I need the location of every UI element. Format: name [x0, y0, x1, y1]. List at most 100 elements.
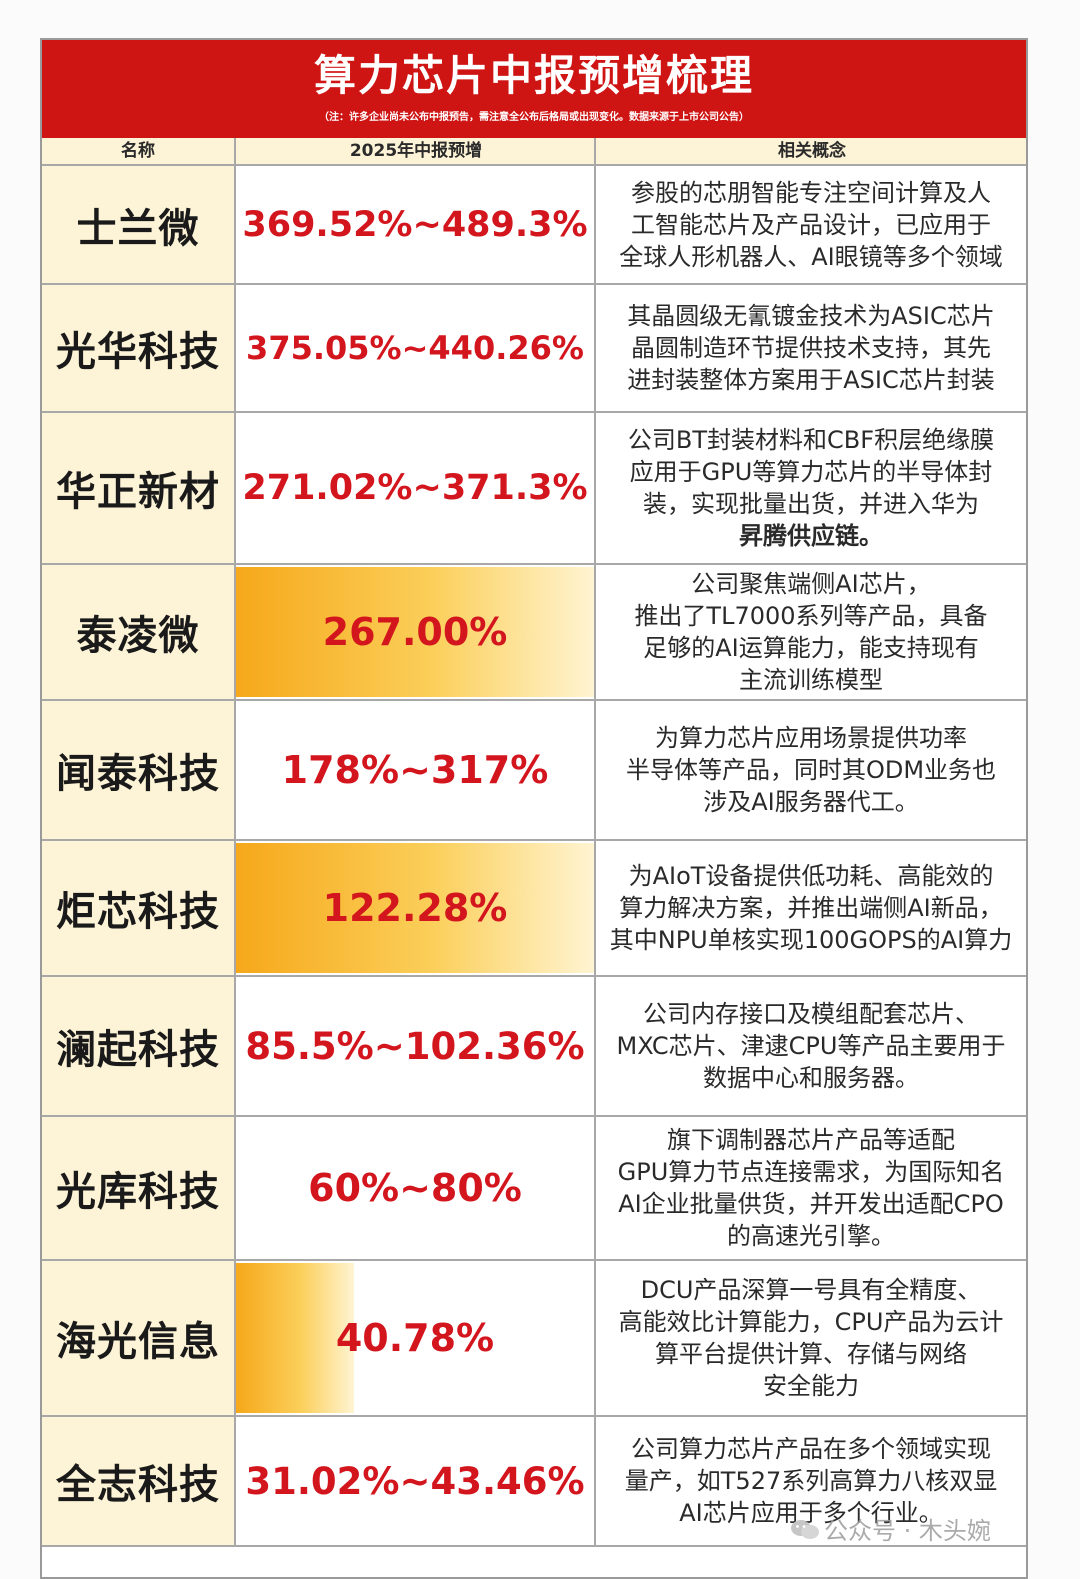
concept-cell: 为AIoT设备提供低功耗、高能效的 算力解决方案，并推出端侧AI新品， 其中NPU单… — [594, 841, 1026, 975]
growth-value: 60%~80% — [308, 1166, 522, 1210]
growth-bar — [236, 567, 594, 697]
growth-value: 271.02%~371.3% — [242, 468, 588, 508]
growth-bar — [236, 1263, 355, 1413]
company-name: 泰凌微 — [42, 565, 234, 699]
concept-line: 昇腾供应链。 — [739, 522, 883, 550]
concept-line: AI芯片应用于多个行业。 — [679, 1499, 943, 1527]
company-name: 全志科技 — [42, 1417, 234, 1545]
company-name: 海光信息 — [42, 1261, 234, 1415]
table-row: 闻泰科技 178%~317% 为算力芯片应用场景提供功率半导体等产品，同时其ODM业… — [42, 701, 1026, 841]
table-header: 名称 2025年中报预增 相关概念 — [42, 138, 1026, 166]
concept-cell: 公司内存接口及模组配套芯片、 MXC芯片、津逮CPU等产品主要用于 数据中心和服务器… — [594, 977, 1026, 1115]
concept-line: 为AIoT设备提供低功耗、高能效的 — [628, 862, 994, 890]
concept-line: 算力解决方案，并推出端侧AI新品， — [619, 894, 1003, 922]
summary-table: 算力芯片中报预增梳理 （注：许多企业尚未公布中报预告，需注意全公布后格局或出现变… — [40, 38, 1028, 1579]
concept-cell: 为算力芯片应用场景提供功率半导体等产品，同时其ODM业务也 涉及AI服务器代工。 — [594, 701, 1026, 839]
table-row: 光华科技 375.05%~440.26% 其晶圆级无氰镀金技术为ASIC芯片 晶圆制造… — [42, 285, 1026, 413]
growth-value-cell: 122.28% — [234, 841, 594, 975]
concept-line: 公司算力芯片产品在多个领域实现 — [631, 1435, 991, 1463]
source-note: （注：许多企业尚未公布中报预告，需注意全公布后格局或出现变化。数据来源于上市公司… — [319, 112, 749, 123]
concept-line: 晶圆制造环节提供技术支持，其先 — [631, 334, 991, 362]
growth-value-cell: 267.00% — [234, 565, 594, 699]
disclaimer: 根据网络公开资料整理而成，只做行业科普，不对任何人构成投资建议。 — [42, 1544, 1026, 1577]
company-name: 士兰微 — [42, 166, 234, 283]
header-value: 2025年中报预增 — [234, 138, 596, 164]
concept-line: 量产，如T527系列高算力八核双显 — [624, 1467, 998, 1495]
concept-cell: 公司BT封装材料和CBF积层绝缘膜 应用于GPU等算力芯片的半导体封 装，实现批量出… — [594, 413, 1026, 563]
table-row: 华正新材 271.02%~371.3% 公司BT封装材料和CBF积层绝缘膜 应用于GP… — [42, 413, 1026, 565]
table-row: 海光信息 40.78% DCU产品深算一号具有全精度、 高能效比计算能力，CPU产品为… — [42, 1261, 1026, 1417]
concept-cell: 参股的芯朋智能专注空间计算及人 工智能芯片及产品设计，已应用于 全球人形机器人、AI… — [594, 166, 1026, 283]
growth-value: 375.05%~440.26% — [246, 329, 584, 367]
company-name: 闻泰科技 — [42, 701, 234, 839]
table-row: 光库科技 60%~80% 旗下调制器芯片产品等适配 GPU算力节点连接需求，为国际知名… — [42, 1117, 1026, 1261]
concept-line: 为算力芯片应用场景提供功率 — [655, 724, 967, 752]
growth-value: 369.52%~489.3% — [242, 204, 588, 245]
growth-value-cell: 271.02%~371.3% — [234, 413, 594, 563]
growth-value: 122.28% — [322, 886, 508, 930]
company-name: 炬芯科技 — [42, 841, 234, 975]
growth-value-cell: 85.5%~102.36% — [234, 977, 594, 1115]
concept-line: MXC芯片、津逮CPU等产品主要用于 — [616, 1032, 1006, 1060]
concept-line: 装，实现批量出货，并进入华为 — [643, 490, 979, 518]
concept-line: DCU产品深算一号具有全精度、 — [640, 1276, 982, 1304]
growth-value: 267.00% — [322, 610, 508, 654]
wechat-icon — [791, 1520, 819, 1539]
concept-line: 推出了TL7000系列等产品，具备 — [634, 602, 988, 630]
concept-line: 应用于GPU等算力芯片的半导体封 — [629, 458, 993, 486]
concept-line: 算平台提供计算、存储与网络 — [655, 1340, 967, 1368]
header-name: 名称 — [121, 141, 155, 161]
growth-value-cell: 40.78% — [234, 1261, 594, 1415]
header-concept: 相关概念 — [594, 138, 1026, 164]
concept-line: 全球人形机器人、AI眼镜等多个领域 — [619, 242, 1003, 271]
concept-line: 公司聚焦端侧AI芯片， — [691, 570, 931, 598]
watermark: 公众号 · 木头婉 — [790, 1511, 991, 1546]
concept-line: AI企业批量供货，并开发出适配CPO — [618, 1190, 1004, 1218]
concept-cell: 其晶圆级无氰镀金技术为ASIC芯片 晶圆制造环节提供技术支持，其先 进封装整体方案用… — [594, 285, 1026, 411]
title-banner: 算力芯片中报预增梳理 （注：许多企业尚未公布中报预告，需注意全公布后格局或出现变… — [42, 40, 1026, 138]
concept-line: 数据中心和服务器。 — [703, 1064, 919, 1092]
concept-line: GPU算力节点连接需求，为国际知名 — [617, 1158, 1005, 1186]
table-row: 士兰微 369.52%~489.3% 参股的芯朋智能专注空间计算及人 工智能芯片及产品… — [42, 166, 1026, 285]
growth-value: 178%~317% — [281, 748, 549, 792]
concept-line: 主流训练模型 — [739, 666, 883, 694]
growth-value-cell: 369.52%~489.3% — [234, 166, 594, 283]
table-row: 全志科技 31.02%~43.46% 公司算力芯片产品在多个领域实现 量产，如T527… — [42, 1417, 1026, 1547]
growth-value-cell: 60%~80% — [234, 1117, 594, 1259]
growth-value-cell: 178%~317% — [234, 701, 594, 839]
growth-value: 85.5%~102.36% — [245, 1024, 585, 1068]
growth-value: 31.02%~43.46% — [245, 1459, 585, 1503]
concept-cell: 公司算力芯片产品在多个领域实现 量产，如T527系列高算力八核双显 AI芯片应用于多… — [594, 1417, 1026, 1545]
concept-line: 其晶圆级无氰镀金技术为ASIC芯片 — [627, 302, 995, 330]
concept-line: 工智能芯片及产品设计，已应用于 — [631, 210, 991, 239]
concept-line: 其中NPU单核实现100GOPS的AI算力 — [609, 926, 1013, 954]
table-body: 士兰微 369.52%~489.3% 参股的芯朋智能专注空间计算及人 工智能芯片及产品… — [42, 166, 1026, 1547]
concept-line: 旗下调制器芯片产品等适配 — [667, 1126, 955, 1154]
concept-line: 安全能力 — [763, 1372, 859, 1400]
table-row: 澜起科技 85.5%~102.36% 公司内存接口及模组配套芯片、 MXC芯片、津逮C… — [42, 977, 1026, 1117]
company-name: 澜起科技 — [42, 977, 234, 1115]
concept-line: 的高速光引擎。 — [727, 1222, 895, 1250]
concept-line: 公司BT封装材料和CBF积层绝缘膜 — [627, 426, 995, 454]
company-name: 光库科技 — [42, 1117, 234, 1259]
concept-line: 参股的芯朋智能专注空间计算及人 — [631, 178, 991, 207]
table-row: 泰凌微 267.00% 公司聚焦端侧AI芯片， 推出了TL7000系列等产品，具备 足够… — [42, 565, 1026, 701]
growth-value-cell: 31.02%~43.46% — [234, 1417, 594, 1545]
page-title: 算力芯片中报预增梳理 — [313, 51, 754, 100]
growth-bar — [236, 843, 594, 973]
concept-line: 半导体等产品，同时其ODM业务也 — [625, 756, 997, 784]
concept-cell: 旗下调制器芯片产品等适配 GPU算力节点连接需求，为国际知名 AI企业批量供货，并开… — [594, 1117, 1026, 1259]
company-name: 华正新材 — [42, 413, 234, 563]
company-name: 光华科技 — [42, 285, 234, 411]
concept-line: 进封装整体方案用于ASIC芯片封装 — [627, 366, 995, 394]
concept-line: 涉及AI服务器代工。 — [703, 788, 919, 816]
growth-value-cell: 375.05%~440.26% — [234, 285, 594, 411]
concept-line: 足够的AI运算能力，能支持现有 — [643, 634, 979, 662]
concept-line: 高能效比计算能力，CPU产品为云计 — [618, 1308, 1004, 1336]
watermark-text: 公众号 · 木头婉 — [824, 1517, 991, 1545]
table-row: 炬芯科技 122.28% 为AIoT设备提供低功耗、高能效的 算力解决方案，并推出端侧… — [42, 841, 1026, 977]
concept-cell: DCU产品深算一号具有全精度、 高能效比计算能力，CPU产品为云计 算平台提供计算、… — [594, 1261, 1026, 1415]
growth-value: 40.78% — [335, 1316, 495, 1360]
concept-cell: 公司聚焦端侧AI芯片， 推出了TL7000系列等产品，具备 足够的AI运算能力，能支… — [594, 565, 1026, 699]
